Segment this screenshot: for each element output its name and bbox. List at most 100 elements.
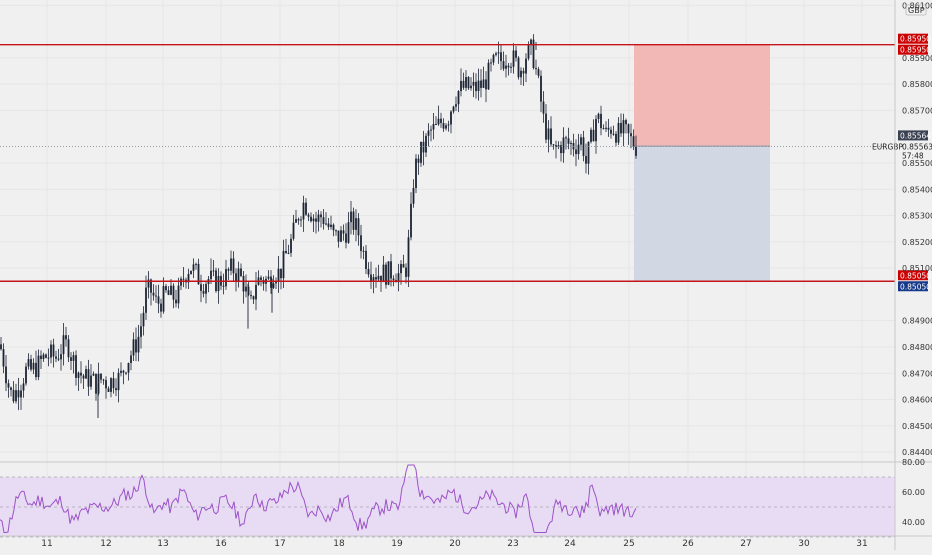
- x-tick-label: 31: [856, 539, 867, 549]
- candle-body: [362, 250, 365, 252]
- candle-body: [20, 390, 22, 398]
- candle-body: [177, 285, 180, 304]
- candle-body: [55, 356, 57, 359]
- candle-body: [552, 144, 555, 146]
- candle-body: [90, 375, 92, 387]
- candle-body: [95, 373, 97, 394]
- candle-body: [502, 61, 505, 69]
- candle-body: [477, 80, 480, 92]
- candle-body: [282, 250, 285, 279]
- candle-body: [472, 81, 475, 86]
- last-price-label: 0.85563: [902, 142, 932, 151]
- candle-body: [255, 284, 257, 300]
- candle-body: [160, 303, 162, 312]
- candle-body: [330, 224, 332, 228]
- candle-body: [597, 113, 600, 119]
- candle-body: [522, 70, 525, 74]
- y-tick-label: 0.85800: [902, 80, 932, 89]
- candle-body: [217, 275, 220, 292]
- candle-body: [247, 286, 250, 295]
- level-price-tag: [898, 33, 928, 44]
- candle-body: [467, 77, 470, 89]
- y-tick-label: 0.84600: [902, 396, 932, 405]
- x-tick-label: 23: [507, 539, 518, 549]
- stop-loss-zone: [634, 44, 770, 147]
- symbol-label: EURGBP: [872, 142, 903, 151]
- candle-body: [585, 155, 587, 164]
- candle-body: [430, 129, 432, 131]
- candle-body: [230, 258, 232, 271]
- candle-body: [587, 141, 590, 164]
- candle-body: [390, 261, 392, 279]
- countdown-label: 57:48: [902, 151, 924, 160]
- horizontal-levels: 0.85950 0.85950 0.85050 0.85050 0.85564 EURGB…: [0, 33, 932, 292]
- candle-body: [480, 80, 482, 88]
- level-price-label-secondary: 0.85950: [900, 46, 931, 55]
- x-tick-label: 16: [215, 539, 227, 549]
- candle-body: [235, 273, 237, 281]
- candle-body: [577, 144, 580, 155]
- candle-body: [415, 158, 417, 189]
- candle-body: [322, 217, 325, 224]
- candle-body: [387, 261, 390, 285]
- candle-body: [360, 235, 362, 251]
- y-tick-label: 0.85500: [902, 159, 932, 168]
- level-price-tag-secondary: [898, 281, 928, 292]
- candle-body: [580, 137, 582, 145]
- candle-body: [420, 141, 422, 163]
- candle-body: [225, 269, 227, 287]
- candle-body: [632, 136, 635, 148]
- candle-body: [142, 312, 145, 327]
- candle-body: [417, 158, 420, 163]
- candle-body: [102, 379, 105, 381]
- candle-body: [607, 127, 610, 130]
- candle-body: [482, 79, 485, 88]
- candle-body: [92, 373, 95, 376]
- candle-body: [182, 278, 185, 280]
- candle-body: [157, 296, 160, 304]
- candle-body: [542, 101, 545, 114]
- candle-body: [285, 250, 287, 254]
- position-zones: [634, 44, 770, 282]
- candle-body: [232, 258, 235, 274]
- candle-body: [355, 218, 357, 230]
- candle-body: [210, 270, 212, 280]
- candle-body: [605, 127, 607, 129]
- candle-body: [227, 269, 230, 271]
- level-price-label: 0.85950: [900, 35, 931, 44]
- candle-body: [405, 267, 407, 277]
- candle-body: [42, 354, 45, 359]
- candle-body: [460, 80, 462, 92]
- candle-body: [595, 118, 597, 142]
- candle-body: [237, 268, 240, 281]
- candle-body: [72, 355, 75, 361]
- candle-body: [602, 128, 605, 130]
- candle-body: [287, 252, 290, 254]
- candle-body: [575, 149, 577, 155]
- candle-body: [612, 133, 615, 135]
- candle-body: [40, 355, 42, 359]
- candle-body: [437, 118, 440, 125]
- candle-body: [137, 336, 140, 353]
- y-tick-label: 0.85400: [902, 185, 932, 194]
- candle-body: [122, 370, 125, 373]
- candle-body: [527, 44, 530, 59]
- rsi-tick-label: 80.00: [902, 458, 925, 467]
- x-tick-label: 27: [740, 539, 751, 549]
- candle-body: [252, 296, 255, 300]
- candle-body: [540, 75, 542, 102]
- candle-body: [310, 216, 312, 222]
- x-tick-label: 26: [682, 539, 694, 549]
- x-tick-label: 30: [798, 539, 810, 549]
- candle-body: [7, 383, 10, 388]
- x-tick-label: 13: [157, 539, 168, 549]
- candle-body: [65, 335, 67, 340]
- candle-body: [272, 283, 275, 288]
- candle-body: [497, 52, 500, 54]
- candle-body: [465, 77, 467, 88]
- candle-body: [425, 135, 427, 153]
- currency-label: GBP: [908, 6, 925, 15]
- candle-body: [550, 128, 552, 145]
